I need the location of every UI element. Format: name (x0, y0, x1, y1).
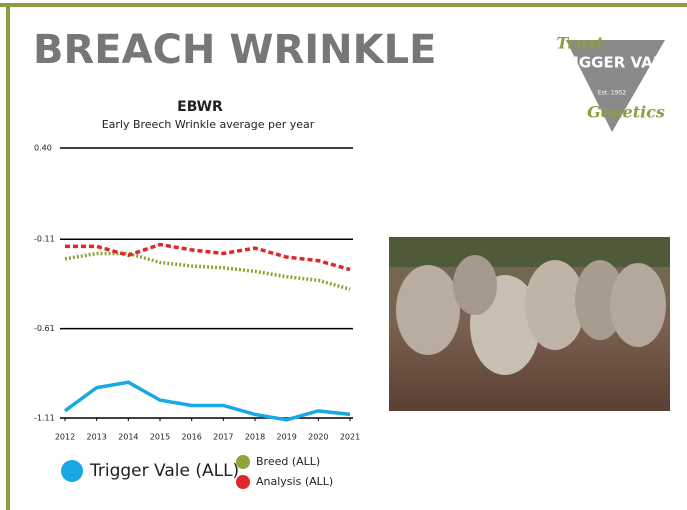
page: BREACH WRINKLE TRIGGER VALE Est. 1952 Tr… (0, 0, 687, 510)
y-tick-label: -0.61 (34, 324, 55, 333)
photo (389, 237, 670, 411)
y-tick-label: -1.11 (34, 414, 55, 423)
logo-top: Trust (556, 34, 604, 53)
legend-label: Analysis (ALL) (256, 475, 333, 488)
x-tick-label: 2018 (245, 433, 265, 442)
legend-label: Breed (ALL) (256, 455, 320, 468)
chart-title: EBWR (177, 99, 223, 115)
x-tick-label: 2016 (181, 433, 201, 442)
x-tick-label: 2012 (55, 433, 75, 442)
legend-marker (61, 460, 83, 482)
photo-fence (389, 237, 670, 267)
logo-name: TRIGGER VALE (551, 54, 672, 72)
legend-marker (236, 475, 250, 489)
x-tick-label: 2020 (308, 433, 328, 442)
logo-est: Est. 1952 (598, 90, 627, 97)
chart-subtitle: Early Breech Wrinkle average per year (102, 118, 315, 131)
x-tick-label: 2014 (118, 433, 138, 442)
x-tick-label: 2021 (340, 433, 360, 442)
y-tick-label: -0.11 (34, 235, 55, 244)
sheep (610, 263, 666, 347)
x-tick-label: 2013 (86, 433, 106, 442)
top-border (0, 3, 687, 7)
plot: 0.40 -0.11 -0.61 -1.11 2012 2013 2014 2015 2016 2… (34, 144, 360, 490)
series-line (65, 382, 350, 420)
page-title: BREACH WRINKLE (33, 27, 436, 73)
left-border (6, 3, 10, 510)
legend-marker (236, 455, 250, 469)
x-tick-label: 2015 (150, 433, 170, 442)
x-tick-label: 2019 (276, 433, 296, 442)
series-line (65, 253, 350, 289)
sheep (396, 265, 460, 355)
y-tick-label: 0.40 (34, 144, 52, 153)
logo: TRIGGER VALE Est. 1952 Trust Genetics (551, 34, 672, 133)
logo-bottom: Genetics (587, 103, 665, 122)
sheep (453, 255, 497, 315)
x-tick-label: 2017 (213, 433, 233, 442)
legend-label: Trigger Vale (ALL) (89, 461, 239, 481)
